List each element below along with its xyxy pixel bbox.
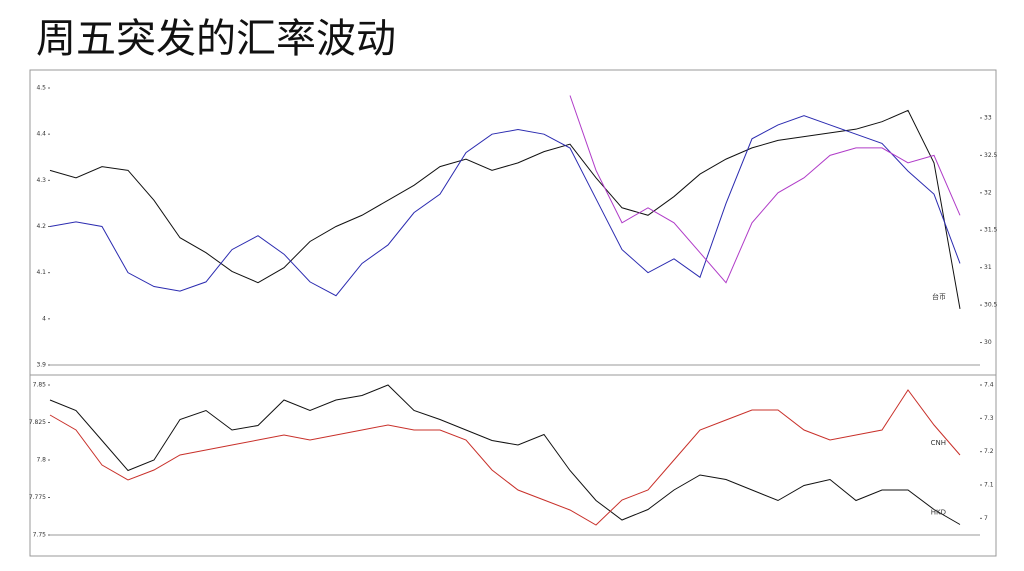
series-label: HKD <box>931 509 946 517</box>
y2-tick-label: 7 <box>984 515 988 522</box>
y-tick-label: 7.775 <box>29 494 46 501</box>
y-tick-label: 7.85 <box>33 382 47 389</box>
slide-title: 周五突发的汇率波动 <box>36 16 396 62</box>
series-line <box>49 115 961 297</box>
y-tick-label: 4.4 <box>36 131 46 138</box>
y2-tick-label: 33 <box>984 114 992 121</box>
series-line <box>569 95 961 284</box>
y-tick-label: 4.1 <box>36 269 46 276</box>
y-tick-label: 4 <box>42 315 46 322</box>
series-line <box>49 384 961 525</box>
y2-tick-label: 30 <box>984 339 992 346</box>
y-tick-label: 4.3 <box>36 177 46 184</box>
y2-tick-label: 31 <box>984 264 992 271</box>
series-line <box>49 109 961 309</box>
y2-tick-label: 30.5 <box>984 302 998 309</box>
y2-tick-label: 32 <box>984 189 992 196</box>
y-tick-label: 7.825 <box>29 419 46 426</box>
y2-tick-label: 7.4 <box>984 382 994 389</box>
y-tick-label: 3.9 <box>36 362 46 369</box>
series-label: CNH <box>931 439 946 447</box>
series-label: 台币 <box>932 292 946 301</box>
series-line <box>49 389 961 526</box>
y2-tick-label: 31.5 <box>984 227 998 234</box>
y-tick-label: 7.8 <box>36 457 46 464</box>
y-tick-label: 4.2 <box>36 223 46 230</box>
y-tick-label: 4.5 <box>36 85 46 92</box>
y2-tick-label: 7.3 <box>984 415 994 422</box>
y-tick-label: 7.75 <box>33 532 47 539</box>
y2-tick-label: 7.1 <box>984 482 994 489</box>
chart-frame <box>29 69 997 557</box>
y2-tick-label: 32.5 <box>984 152 998 159</box>
y2-tick-label: 7.2 <box>984 448 994 455</box>
